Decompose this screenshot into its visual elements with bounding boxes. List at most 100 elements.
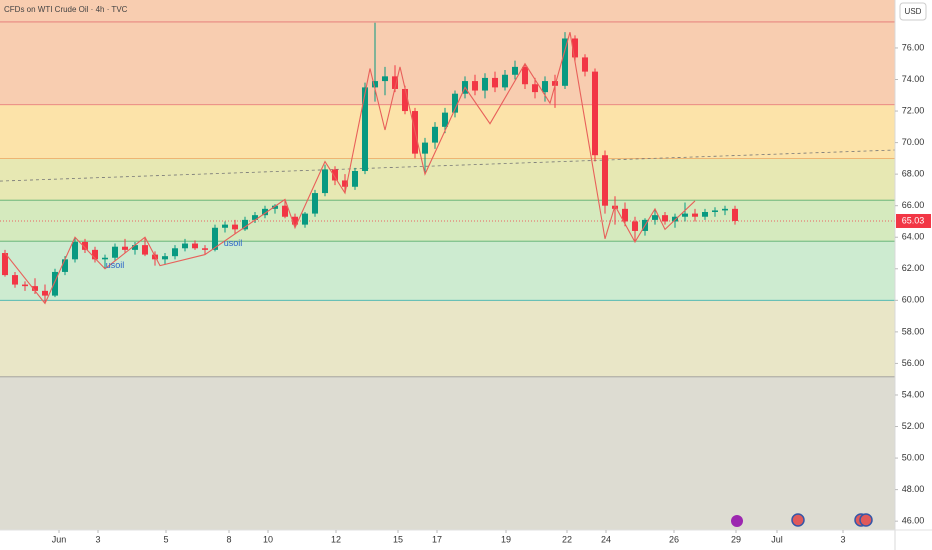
- candle-body: [132, 245, 138, 250]
- candle-body: [232, 224, 238, 230]
- candle-body: [192, 243, 198, 249]
- candle-body: [442, 112, 448, 127]
- candle-body: [172, 248, 178, 257]
- currency-box[interactable]: [899, 2, 927, 21]
- candle-body: [352, 170, 358, 187]
- event-icons: [731, 513, 873, 527]
- y-tick-label: 68.00: [902, 169, 925, 179]
- candle-body: [722, 208, 728, 211]
- candle-body: [282, 205, 288, 217]
- candle-body: [622, 208, 628, 222]
- candle-body: [382, 76, 388, 82]
- candle-body: [312, 193, 318, 214]
- x-tick-label: 12: [331, 534, 341, 544]
- y-tick-label: 74.00: [902, 74, 925, 84]
- candle-body: [452, 93, 458, 113]
- x-tick-label: 19: [501, 534, 511, 544]
- candle-body: [122, 246, 128, 250]
- trendline: [0, 149, 896, 182]
- candle-body: [62, 259, 68, 272]
- candle-body: [12, 275, 18, 285]
- y-tick-label: 76.00: [902, 42, 925, 52]
- candle-body: [712, 210, 718, 212]
- x-tick-label: 8: [226, 534, 231, 544]
- x-tick-label: 29: [731, 534, 741, 544]
- x-tick-label: 26: [669, 534, 679, 544]
- candle-body: [272, 205, 278, 209]
- candle-body: [572, 38, 578, 58]
- candle-body: [142, 245, 148, 255]
- x-tick-label: 22: [562, 534, 572, 544]
- candle-body: [302, 213, 308, 225]
- x-tick-label: 3: [840, 534, 845, 544]
- candle-body: [22, 284, 28, 287]
- candle-body: [52, 271, 58, 296]
- candle-body: [702, 212, 708, 217]
- x-tick-label: Jun: [52, 534, 67, 544]
- candle-body: [562, 38, 568, 86]
- candle-body: [542, 81, 548, 93]
- candle-body: [492, 77, 498, 88]
- candle-body: [422, 142, 428, 154]
- zone: [0, 241, 895, 301]
- candle-body: [342, 180, 348, 187]
- candle-body: [92, 249, 98, 260]
- candle-body: [592, 71, 598, 156]
- y-tick-label: 66.00: [902, 200, 925, 210]
- candle-body: [632, 221, 638, 231]
- event-icon[interactable]: [791, 513, 805, 527]
- candle-body: [322, 169, 328, 194]
- candle-body: [362, 87, 368, 171]
- plot: usoil usoil: [0, 22, 896, 305]
- y-tick-label: 50.00: [902, 452, 925, 462]
- y-tick-label: 72.00: [902, 105, 925, 115]
- candle-body: [102, 257, 108, 260]
- candle-body: [502, 74, 508, 88]
- candle-body: [682, 213, 688, 217]
- zone: [0, 376, 895, 530]
- candle-body: [212, 227, 218, 250]
- y-tick-label: 52.00: [902, 421, 925, 431]
- candle-body: [392, 76, 398, 89]
- candle-body: [182, 243, 188, 249]
- candle-body: [732, 208, 738, 221]
- zone: [0, 21, 895, 105]
- candle-body: [432, 126, 438, 143]
- y-tick-label: 60.00: [902, 295, 925, 305]
- y-tick-label: 56.00: [902, 358, 925, 368]
- chart-title: CFDs on WTI Crude Oil · 4h · TVC: [4, 5, 128, 14]
- candle-body: [202, 248, 208, 250]
- last-price-box: [896, 213, 931, 228]
- candle-body: [692, 213, 698, 217]
- candle-body: [662, 215, 668, 222]
- candle-body: [582, 57, 588, 72]
- candle-body: [112, 246, 118, 258]
- candle-body: [472, 81, 478, 91]
- x-tick-label: 24: [601, 534, 611, 544]
- zones: [0, 0, 895, 530]
- candle-body: [652, 215, 658, 220]
- candle-body: [32, 286, 38, 291]
- y-tick-label: 62.00: [902, 263, 925, 273]
- candle-body: [72, 241, 78, 260]
- candle-body: [252, 215, 258, 220]
- candle-body: [372, 81, 378, 88]
- last-price-label: 65.03: [902, 215, 925, 225]
- candle-body: [532, 84, 538, 93]
- candle-body: [482, 77, 488, 91]
- candle-body: [2, 253, 8, 276]
- candle-body: [242, 219, 248, 230]
- zone: [0, 300, 895, 377]
- x-tick-label: 5: [163, 534, 168, 544]
- event-icon[interactable]: [731, 515, 743, 527]
- annotation: usoil: [224, 238, 243, 248]
- candle-body: [42, 290, 48, 296]
- x-tick-label: 3: [95, 534, 100, 544]
- event-icon[interactable]: [859, 513, 873, 527]
- x-tick-label: 17: [432, 534, 442, 544]
- x-tick-label: 15: [393, 534, 403, 544]
- candle-body: [162, 256, 168, 260]
- y-tick-label: 70.00: [902, 137, 925, 147]
- annotation: usoil: [106, 260, 125, 270]
